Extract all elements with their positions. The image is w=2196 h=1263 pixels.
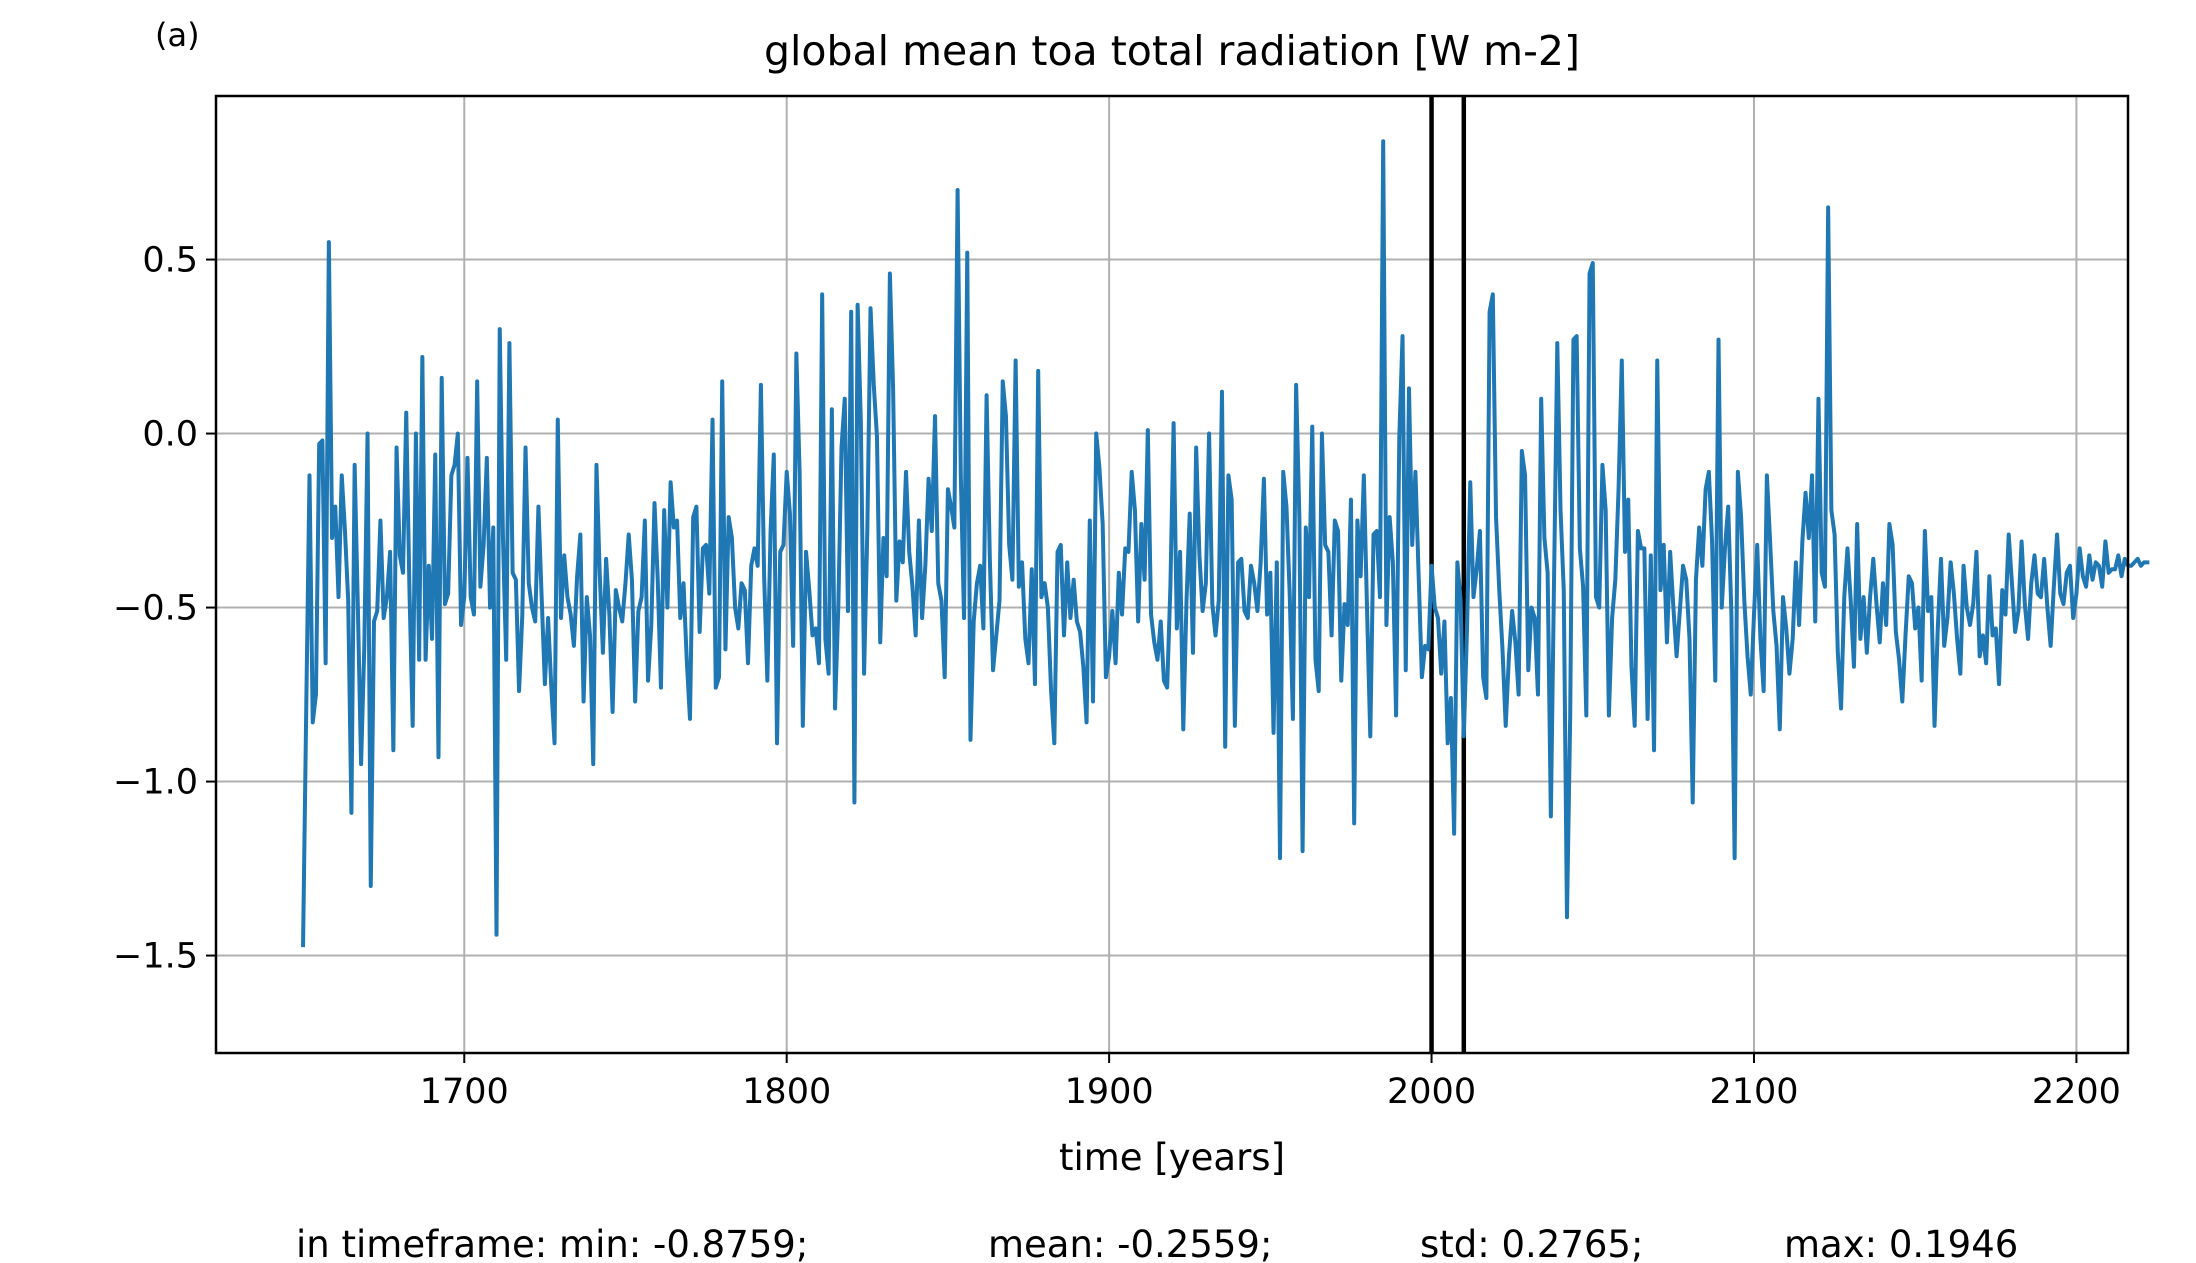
y-tick-label: −1.0 (113, 763, 198, 803)
y-tick-label: −1.5 (113, 937, 198, 977)
y-tick-label: 0.0 (142, 415, 198, 455)
data-series (301, 139, 2150, 948)
plot-frame (214, 94, 2130, 1055)
x-axis-ticks: 1700 1800 1900 2000 2100 2200 (420, 1053, 2121, 1112)
x-tick-label: 2100 (1709, 1072, 1798, 1112)
series-line (301, 139, 2150, 948)
x-axis-label: time [years] (1059, 1136, 1285, 1179)
chart-title: global mean toa total radiation [W m-2] (764, 27, 1580, 75)
y-tick-label: 0.5 (142, 241, 198, 281)
footer-min: in timeframe: min: -0.8759; (296, 1223, 808, 1263)
x-tick-label: 1800 (742, 1072, 831, 1112)
y-tick-label: −0.5 (113, 589, 198, 629)
x-tick-label: 1700 (420, 1072, 509, 1112)
footer-mean: mean: -0.2559; (988, 1223, 1272, 1263)
y-axis-ticks: 0.5 0.0 −0.5 −1.0 −1.5 (113, 241, 216, 977)
footer-std: std: 0.2765; (1420, 1223, 1643, 1263)
x-tick-label: 2000 (1387, 1072, 1476, 1112)
panel-label: (a) (155, 16, 200, 54)
footer-max: max: 0.1946 (1784, 1223, 2018, 1263)
x-tick-label: 2200 (2032, 1072, 2121, 1112)
x-tick-label: 1900 (1065, 1072, 1154, 1112)
